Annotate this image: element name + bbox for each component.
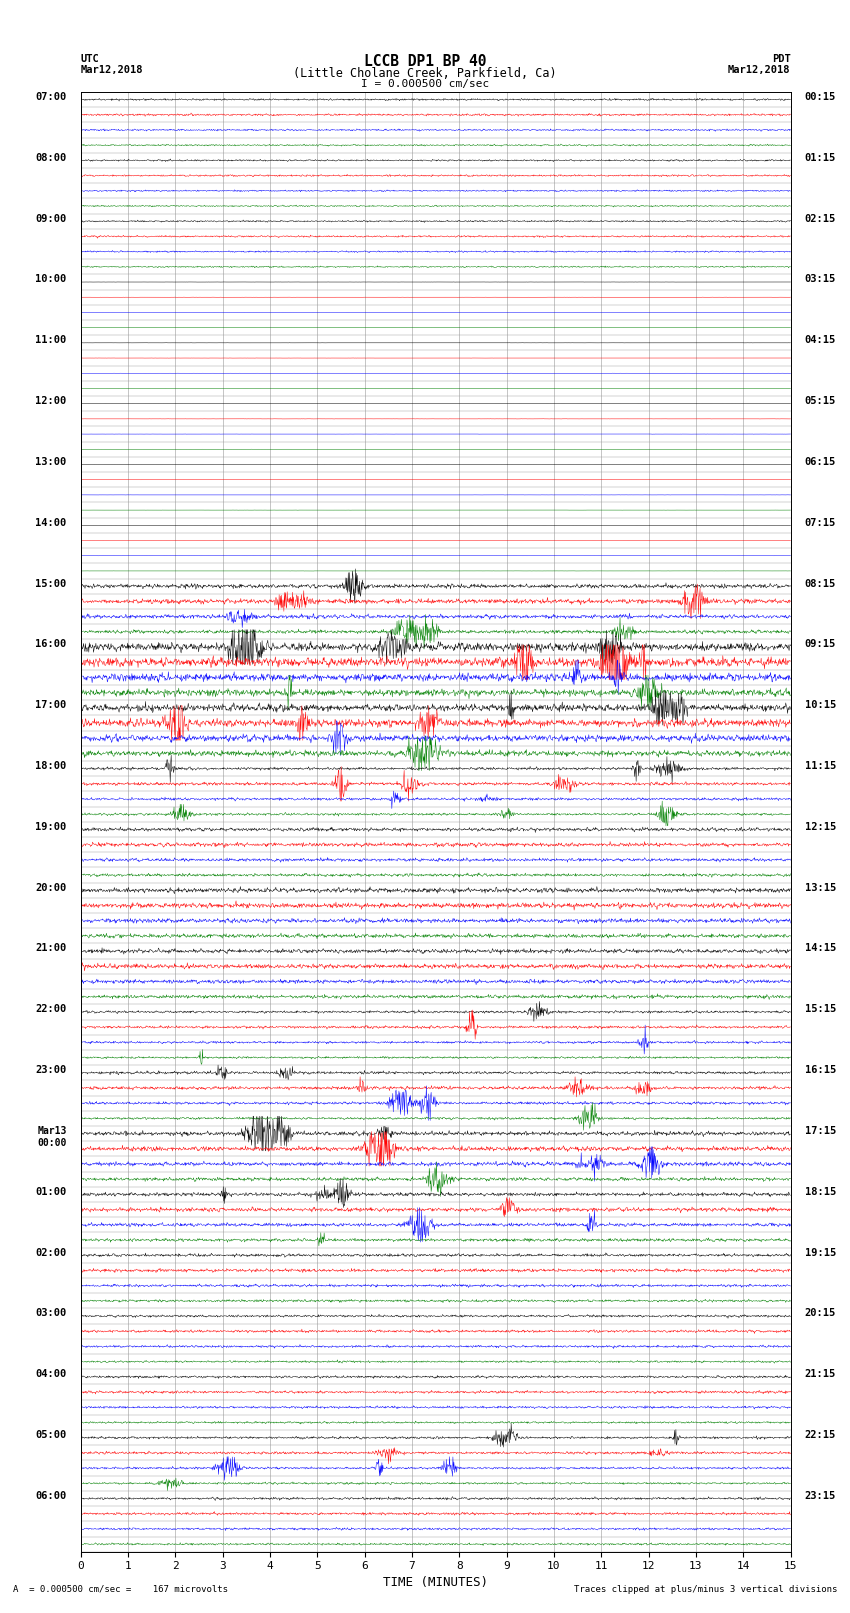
Text: 13:00: 13:00	[36, 456, 66, 466]
Text: 02:00: 02:00	[36, 1247, 66, 1258]
Text: 10:00: 10:00	[36, 274, 66, 284]
Text: Mar13
00:00: Mar13 00:00	[37, 1126, 66, 1147]
Text: 07:15: 07:15	[805, 518, 836, 527]
Text: 00:15: 00:15	[805, 92, 836, 102]
Text: 01:00: 01:00	[36, 1187, 66, 1197]
Text: 08:00: 08:00	[36, 153, 66, 163]
Text: 17:00: 17:00	[36, 700, 66, 710]
Text: 09:00: 09:00	[36, 213, 66, 224]
Text: 20:00: 20:00	[36, 882, 66, 892]
Text: 05:15: 05:15	[805, 397, 836, 406]
Text: 12:15: 12:15	[805, 823, 836, 832]
Text: 03:15: 03:15	[805, 274, 836, 284]
Text: 14:00: 14:00	[36, 518, 66, 527]
Text: Traces clipped at plus/minus 3 vertical divisions: Traces clipped at plus/minus 3 vertical …	[574, 1584, 837, 1594]
Text: 16:00: 16:00	[36, 639, 66, 650]
Text: 02:15: 02:15	[805, 213, 836, 224]
Text: 22:00: 22:00	[36, 1005, 66, 1015]
Text: (Little Cholane Creek, Parkfield, Ca): (Little Cholane Creek, Parkfield, Ca)	[293, 66, 557, 81]
Text: 16:15: 16:15	[805, 1065, 836, 1076]
Text: 15:00: 15:00	[36, 579, 66, 589]
Text: 05:00: 05:00	[36, 1431, 66, 1440]
Text: UTC: UTC	[81, 53, 99, 65]
Text: 12:00: 12:00	[36, 397, 66, 406]
Text: Mar12,2018: Mar12,2018	[728, 65, 791, 76]
Text: 23:00: 23:00	[36, 1065, 66, 1076]
Text: LCCB DP1 BP 40: LCCB DP1 BP 40	[364, 53, 486, 69]
Text: 01:15: 01:15	[805, 153, 836, 163]
Text: 07:00: 07:00	[36, 92, 66, 102]
Text: I = 0.000500 cm/sec: I = 0.000500 cm/sec	[361, 79, 489, 89]
Text: 18:15: 18:15	[805, 1187, 836, 1197]
Text: 06:00: 06:00	[36, 1490, 66, 1500]
Text: 03:00: 03:00	[36, 1308, 66, 1318]
Text: 10:15: 10:15	[805, 700, 836, 710]
Text: 04:00: 04:00	[36, 1369, 66, 1379]
Text: 21:15: 21:15	[805, 1369, 836, 1379]
Text: PDT: PDT	[772, 53, 791, 65]
Text: 11:15: 11:15	[805, 761, 836, 771]
X-axis label: TIME (MINUTES): TIME (MINUTES)	[383, 1576, 488, 1589]
Text: 08:15: 08:15	[805, 579, 836, 589]
Text: 17:15: 17:15	[805, 1126, 836, 1136]
Text: 20:15: 20:15	[805, 1308, 836, 1318]
Text: 19:00: 19:00	[36, 823, 66, 832]
Text: 22:15: 22:15	[805, 1431, 836, 1440]
Text: 06:15: 06:15	[805, 456, 836, 466]
Text: A  = 0.000500 cm/sec =    167 microvolts: A = 0.000500 cm/sec = 167 microvolts	[13, 1584, 228, 1594]
Text: 18:00: 18:00	[36, 761, 66, 771]
Text: 09:15: 09:15	[805, 639, 836, 650]
Text: 23:15: 23:15	[805, 1490, 836, 1500]
Text: 19:15: 19:15	[805, 1247, 836, 1258]
Text: 04:15: 04:15	[805, 336, 836, 345]
Text: 15:15: 15:15	[805, 1005, 836, 1015]
Text: 11:00: 11:00	[36, 336, 66, 345]
Text: 14:15: 14:15	[805, 944, 836, 953]
Text: 13:15: 13:15	[805, 882, 836, 892]
Text: Mar12,2018: Mar12,2018	[81, 65, 144, 76]
Text: 21:00: 21:00	[36, 944, 66, 953]
